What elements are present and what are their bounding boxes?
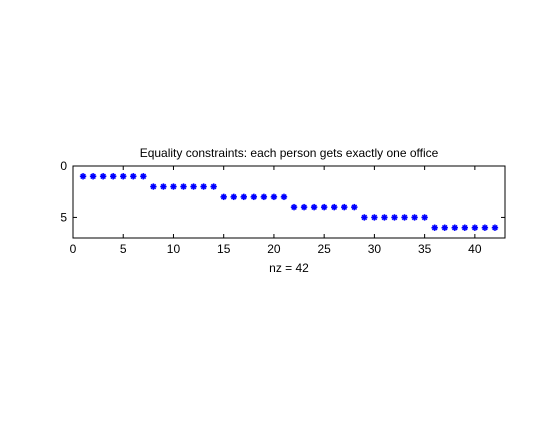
- data-point: [451, 224, 458, 231]
- data-point: [421, 214, 428, 221]
- data-point: [200, 183, 207, 190]
- data-point: [290, 203, 298, 211]
- data-point: [401, 214, 408, 221]
- data-point: [491, 224, 499, 231]
- x-tick-label: 5: [120, 242, 127, 256]
- data-point: [361, 214, 368, 221]
- y-tick-label: 5: [60, 210, 67, 224]
- x-tick-label: 0: [70, 242, 77, 256]
- chart-title: Equality constraints: each person gets e…: [140, 146, 439, 160]
- data-point: [371, 214, 378, 221]
- data-point: [481, 224, 489, 231]
- plot-area: [72, 165, 506, 239]
- data-point: [300, 203, 308, 211]
- data-point: [331, 203, 338, 211]
- data-point: [79, 173, 87, 180]
- data-point: [471, 224, 479, 231]
- data-points: [79, 173, 499, 231]
- data-point: [351, 203, 358, 211]
- data-point: [220, 193, 227, 201]
- data-point: [461, 224, 469, 231]
- data-point: [89, 173, 97, 180]
- data-point: [270, 193, 278, 201]
- x-tick-label: 20: [267, 242, 281, 256]
- data-point: [160, 183, 167, 190]
- data-point: [441, 224, 448, 231]
- data-point: [109, 173, 117, 180]
- data-point: [150, 183, 157, 190]
- data-point: [411, 214, 418, 221]
- x-tick-label: 10: [167, 242, 181, 256]
- data-point: [120, 173, 127, 180]
- data-point: [210, 183, 217, 190]
- y-axis: 05: [60, 159, 505, 224]
- data-point: [170, 183, 177, 190]
- data-point: [140, 173, 147, 180]
- data-point: [190, 183, 197, 190]
- x-tick-label: 40: [468, 242, 482, 256]
- data-point: [341, 203, 348, 211]
- data-point: [310, 203, 318, 211]
- x-axis: 0 5 10 15 20 25 30 35 40: [70, 166, 482, 256]
- data-point: [180, 183, 187, 190]
- data-point: [391, 214, 398, 221]
- data-point: [320, 203, 328, 211]
- data-point: [130, 173, 137, 180]
- x-tick-label: 35: [418, 242, 432, 256]
- data-point: [99, 173, 107, 180]
- x-axis-label: nz = 42: [269, 261, 309, 275]
- y-tick-label: 0: [60, 159, 67, 173]
- data-point: [431, 224, 438, 231]
- data-point: [250, 193, 258, 201]
- data-point: [260, 193, 268, 201]
- x-tick-label: 30: [368, 242, 382, 256]
- data-point: [240, 193, 247, 201]
- data-point: [280, 193, 288, 201]
- data-point: [381, 214, 388, 221]
- x-tick-label: 25: [317, 242, 331, 256]
- data-point: [230, 193, 237, 201]
- x-tick-label: 15: [217, 242, 231, 256]
